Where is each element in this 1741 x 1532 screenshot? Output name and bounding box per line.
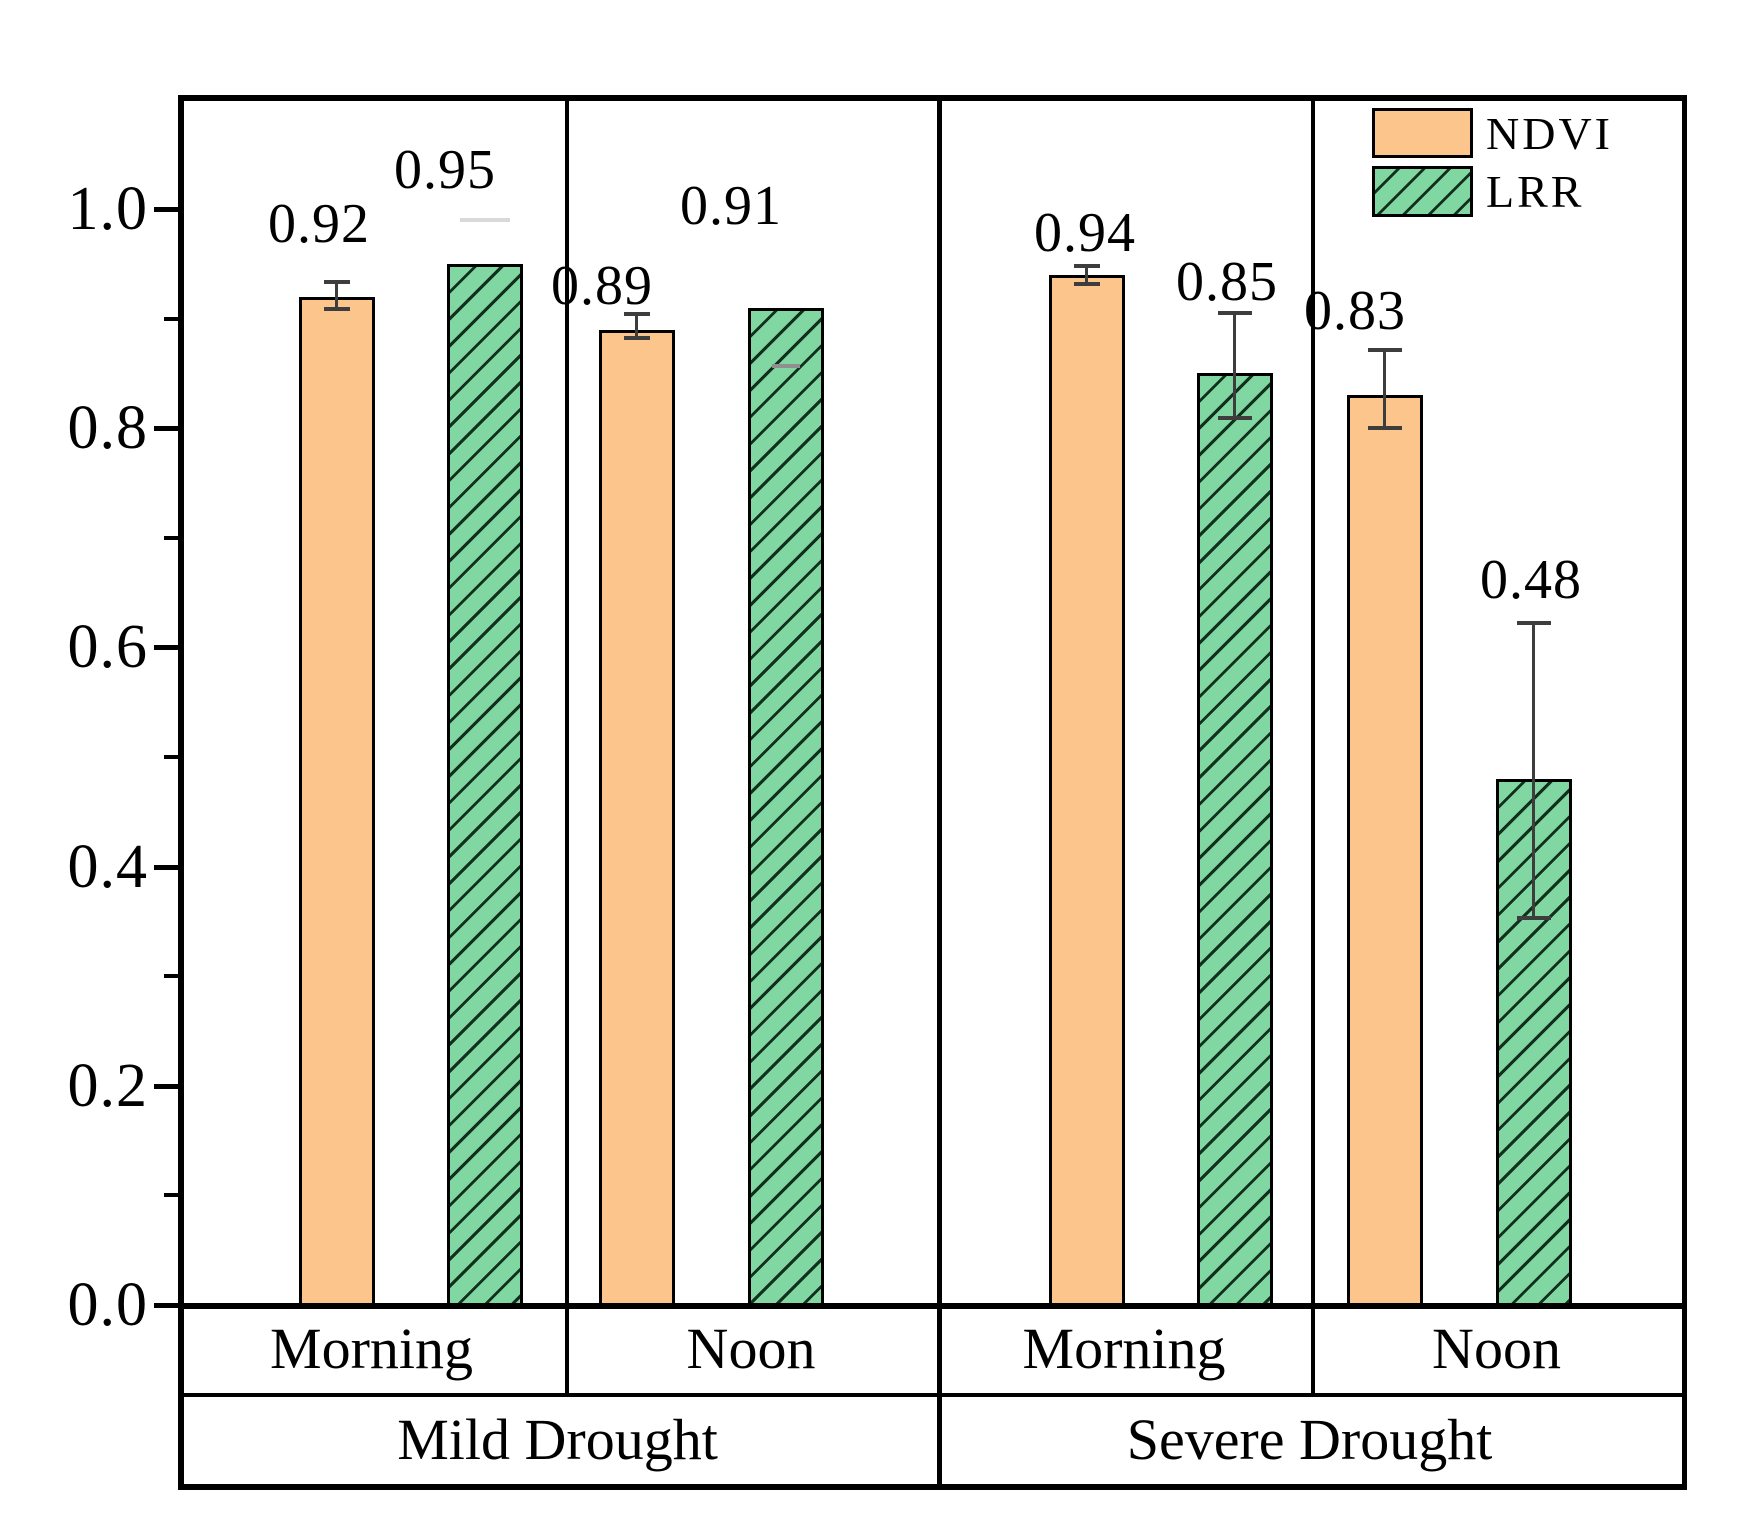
- x-axis-line: [178, 1303, 1687, 1309]
- y-tick-label: 0.4: [67, 833, 148, 901]
- error-bar-top-cap: [1368, 348, 1402, 352]
- error-bar-top-cap: [1218, 311, 1252, 315]
- x-cell-morning-0: Morning: [270, 1316, 473, 1381]
- bar-ndvi-morning-2: [1049, 275, 1125, 1306]
- table-row-separator: [178, 1393, 1687, 1397]
- panel-divider: [1311, 95, 1315, 1393]
- y-tick-label: 0.2: [67, 1052, 148, 1120]
- panel-divider: [565, 95, 569, 1393]
- y-major-tick: [154, 426, 180, 431]
- y-minor-tick: [164, 974, 180, 978]
- error-bar-top-cap: [460, 218, 510, 222]
- y-tick-label: 0.8: [67, 394, 148, 462]
- plot-top-border: [178, 95, 1687, 101]
- y-major-tick: [154, 1303, 180, 1308]
- x-group-cell-severe-drought: Severe Drought: [1126, 1407, 1493, 1472]
- legend-swatch-lrr: [1372, 166, 1473, 217]
- bar-value-label: 0.83: [1304, 280, 1406, 342]
- bar-value-label: 0.95: [394, 139, 496, 201]
- y-minor-tick: [164, 1193, 180, 1197]
- bar-value-label: 0.94: [1034, 202, 1136, 264]
- error-bar-bottom-cap: [1218, 416, 1252, 420]
- y-major-tick: [154, 1084, 180, 1089]
- panel-divider: [937, 95, 942, 1484]
- y-tick-label: 0.6: [67, 613, 148, 681]
- error-bar-top-cap: [324, 280, 350, 284]
- error-bar-line: [1532, 623, 1535, 918]
- bar-value-label: 0.92: [268, 193, 370, 255]
- error-bar-line: [1383, 350, 1386, 428]
- error-bar-line: [1233, 313, 1236, 418]
- x-group-cell-mild-drought: Mild Drought: [397, 1407, 718, 1472]
- error-bar-bottom-cap: [324, 307, 350, 311]
- y-minor-tick: [164, 317, 180, 321]
- legend-label-ndvi: NDVI: [1486, 108, 1613, 159]
- error-bar-bottom-cap: [1368, 426, 1402, 430]
- bar-value-label: 0.48: [1480, 549, 1582, 611]
- bar-lrr-morning-0: [447, 264, 523, 1306]
- bar-value-label: 0.91: [680, 175, 782, 237]
- bar-value-label: 0.85: [1176, 251, 1278, 313]
- y-minor-tick: [164, 536, 180, 540]
- x-cell-noon-1: Noon: [686, 1316, 816, 1381]
- bar-lrr-noon-1: [748, 308, 824, 1306]
- plot-right-border: [1682, 95, 1687, 1490]
- table-bottom-border: [178, 1484, 1687, 1490]
- error-bar-bottom-cap: [1517, 916, 1551, 920]
- y-minor-tick: [164, 755, 180, 759]
- y-major-tick: [154, 207, 180, 212]
- legend-swatch-ndvi: [1372, 108, 1473, 158]
- bar-ndvi-noon-1: [599, 330, 675, 1306]
- y-major-tick: [154, 865, 180, 870]
- bar-lrr-morning-2: [1197, 373, 1273, 1306]
- error-bar-bottom-cap: [624, 336, 650, 340]
- error-bar-line: [1085, 266, 1088, 284]
- error-bar-bottom-cap: [772, 364, 800, 368]
- y-tick-label: 1.0: [67, 175, 148, 243]
- error-bar-top-cap: [1517, 621, 1551, 625]
- error-bar-top-cap: [1074, 264, 1100, 268]
- y-axis-line: [178, 95, 184, 1490]
- y-tick-label: 0.0: [67, 1271, 148, 1339]
- x-cell-noon-3: Noon: [1432, 1316, 1561, 1381]
- error-bar-line: [635, 314, 638, 338]
- bar-ndvi-noon-3: [1347, 395, 1423, 1306]
- y-major-tick: [154, 645, 180, 650]
- x-cell-morning-2: Morning: [1022, 1316, 1226, 1381]
- error-bar-bottom-cap: [1074, 282, 1100, 286]
- bar-ndvi-morning-0: [299, 297, 375, 1306]
- error-bar-top-cap: [624, 312, 650, 316]
- legend-label-lrr: LRR: [1486, 166, 1585, 217]
- error-bar-line: [335, 282, 338, 309]
